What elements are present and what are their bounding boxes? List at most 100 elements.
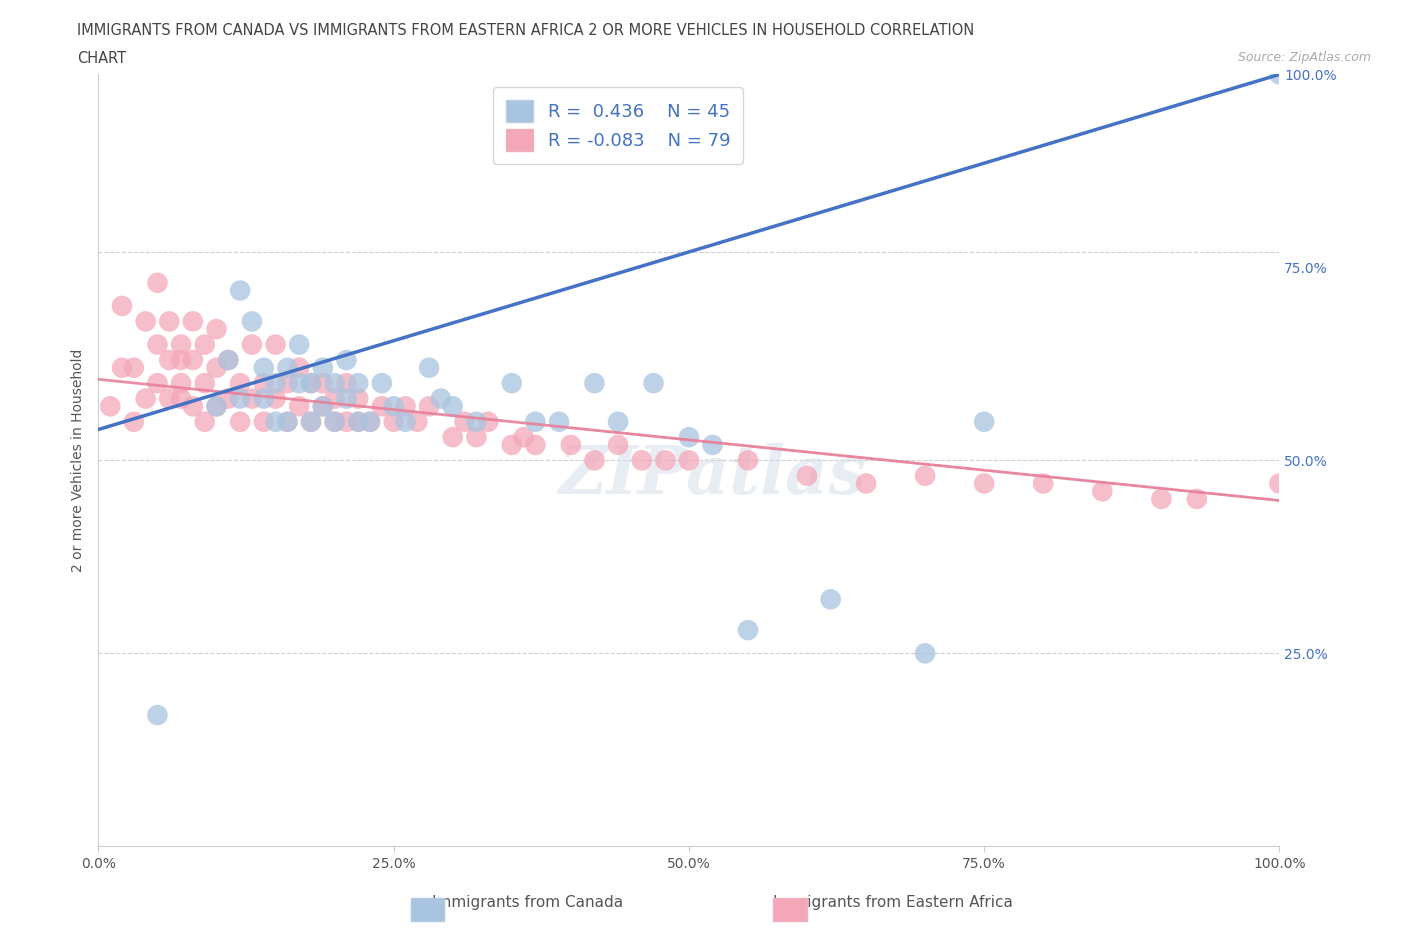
Point [312, 360, 335, 375]
Point [312, 376, 335, 391]
Point [630, 453, 652, 468]
Point [1032, 476, 1054, 491]
Point [702, 437, 724, 452]
Point [288, 338, 311, 352]
Y-axis label: 2 or more Vehicles in Household: 2 or more Vehicles in Household [72, 349, 86, 572]
Point [146, 376, 169, 391]
Point [146, 708, 169, 723]
Point [512, 430, 534, 445]
Point [264, 338, 287, 352]
Point [146, 338, 169, 352]
Point [371, 376, 394, 391]
Text: Immigrants from Eastern Africa: Immigrants from Eastern Africa [773, 895, 1012, 910]
Point [524, 437, 547, 452]
Point [194, 415, 217, 430]
Point [347, 392, 370, 406]
Text: CHART: CHART [77, 51, 127, 66]
Point [548, 415, 571, 430]
Point [607, 437, 630, 452]
Point [299, 376, 322, 391]
Point [382, 399, 405, 414]
Point [418, 360, 440, 375]
Point [253, 376, 276, 391]
Point [194, 338, 217, 352]
Point [229, 283, 252, 298]
Point [264, 415, 287, 430]
Point [264, 376, 287, 391]
Point [465, 415, 488, 430]
Point [371, 399, 394, 414]
Point [170, 376, 193, 391]
Point [181, 352, 204, 367]
Point [229, 392, 252, 406]
Point [441, 430, 464, 445]
Point [288, 360, 311, 375]
Point [323, 415, 346, 430]
Point [276, 360, 298, 375]
Point [335, 415, 357, 430]
Point [453, 415, 475, 430]
Point [678, 453, 700, 468]
Point [654, 453, 676, 468]
Point [229, 376, 252, 391]
Point [276, 415, 298, 430]
Point [477, 415, 499, 430]
Point [583, 376, 606, 391]
Point [465, 430, 488, 445]
Text: IMMIGRANTS FROM CANADA VS IMMIGRANTS FROM EASTERN AFRICA 2 OR MORE VEHICLES IN H: IMMIGRANTS FROM CANADA VS IMMIGRANTS FRO… [77, 23, 974, 38]
Point [253, 415, 276, 430]
Point [418, 399, 440, 414]
Point [394, 399, 416, 414]
Point [217, 352, 239, 367]
Point [441, 399, 464, 414]
Point [276, 415, 298, 430]
Point [111, 360, 134, 375]
Point [299, 376, 322, 391]
Point [205, 399, 228, 414]
Point [276, 376, 298, 391]
Point [205, 322, 228, 337]
Point [312, 399, 335, 414]
Point [217, 352, 239, 367]
Point [394, 415, 416, 430]
Point [737, 623, 759, 638]
Point [170, 392, 193, 406]
Point [737, 453, 759, 468]
Point [501, 376, 523, 391]
Point [524, 415, 547, 430]
Point [135, 314, 157, 329]
Point [855, 476, 877, 491]
Legend: R =  0.436    N = 45, R = -0.083    N = 79: R = 0.436 N = 45, R = -0.083 N = 79 [494, 87, 742, 164]
Point [181, 399, 204, 414]
Point [288, 376, 311, 391]
Point [347, 376, 370, 391]
Point [359, 415, 381, 430]
Point [406, 415, 429, 430]
Point [122, 415, 145, 430]
Point [973, 476, 995, 491]
Point [1268, 476, 1291, 491]
Point [146, 275, 169, 290]
Point [1185, 492, 1208, 507]
Point [253, 392, 276, 406]
Point [560, 437, 582, 452]
Point [217, 392, 239, 406]
Point [157, 392, 180, 406]
Point [678, 430, 700, 445]
Point [1091, 484, 1114, 498]
Point [98, 399, 121, 414]
Point [205, 399, 228, 414]
Point [135, 392, 157, 406]
Point [347, 415, 370, 430]
Point [323, 392, 346, 406]
Point [1268, 67, 1291, 82]
Point [181, 314, 204, 329]
Point [335, 352, 357, 367]
Point [240, 338, 263, 352]
Point [111, 299, 134, 313]
Point [194, 376, 217, 391]
Point [501, 437, 523, 452]
Point [583, 453, 606, 468]
Point [240, 314, 263, 329]
Point [299, 415, 322, 430]
